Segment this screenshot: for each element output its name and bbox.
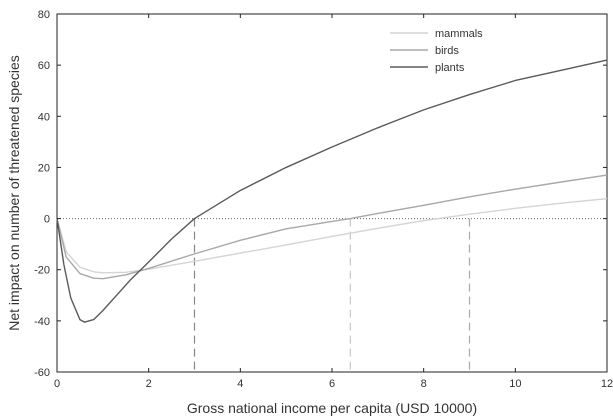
y-tick-label: -60 <box>34 367 50 379</box>
tick-labels: 0 2 4 6 8 10 12 -60 -40 -20 0 20 40 60 80 <box>34 9 613 390</box>
legend-label-plants: plants <box>435 62 465 74</box>
x-tick-label: 12 <box>601 378 613 390</box>
y-tick-label: 20 <box>38 162 50 174</box>
y-tick-label: 0 <box>44 214 50 226</box>
x-tick-label: 8 <box>421 378 427 390</box>
plot-frame <box>56 13 608 373</box>
x-tick-label: 2 <box>146 378 152 390</box>
x-tick-label: 0 <box>54 378 60 390</box>
y-tick-label: -40 <box>34 316 50 328</box>
ticks <box>56 13 608 373</box>
x-tick-label: 4 <box>237 378 243 390</box>
x-axis-label: Gross national income per capita (USD 10… <box>187 400 477 416</box>
series-lines <box>56 59 608 323</box>
y-tick-label: 80 <box>38 9 50 21</box>
x-tick-label: 6 <box>329 378 335 390</box>
y-axis-label: Net impact on number of threatened speci… <box>6 55 22 331</box>
series-line-mammals <box>56 197 608 274</box>
y-tick-label: -20 <box>34 265 50 277</box>
series-line-plants <box>56 59 608 323</box>
legend: mammals birds plants <box>390 28 483 74</box>
y-tick-label: 40 <box>38 111 50 123</box>
x-tick-label: 10 <box>509 378 521 390</box>
series-line-birds <box>56 174 608 280</box>
legend-label-mammals: mammals <box>435 28 483 40</box>
legend-label-birds: birds <box>435 45 459 57</box>
y-tick-label: 60 <box>38 60 50 72</box>
